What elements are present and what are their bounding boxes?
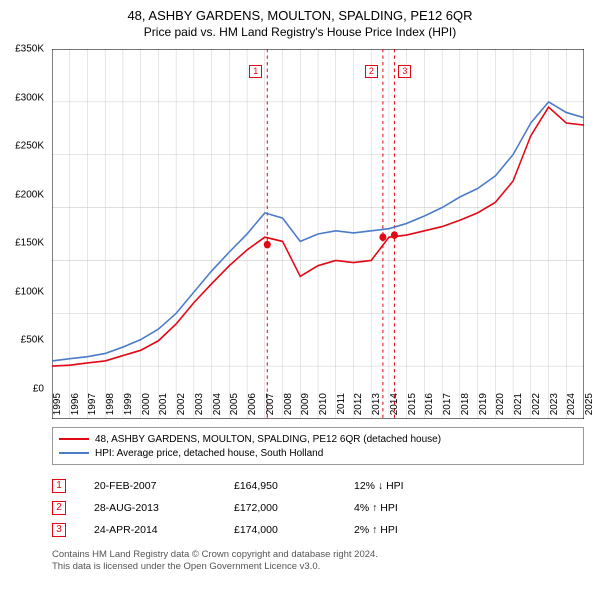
- x-tick-label: 2022: [531, 393, 542, 415]
- x-tick-label: 2021: [513, 393, 524, 415]
- legend-label: HPI: Average price, detached house, Sout…: [95, 448, 323, 459]
- y-tick-label: £250K: [15, 141, 44, 152]
- event-badge-2: 2: [365, 65, 378, 78]
- x-tick-label: 2013: [371, 393, 382, 415]
- x-tick-label: 2003: [194, 393, 205, 415]
- x-tick-label: 2025: [584, 393, 595, 415]
- marker-date: 28-AUG-2013: [94, 502, 234, 514]
- y-tick-label: £350K: [15, 44, 44, 55]
- plot-area: £0£50K£100K£150K£200K£250K£300K£350K 123…: [52, 49, 584, 419]
- marker-pct: 12% ↓ HPI: [354, 480, 454, 492]
- attribution: Contains HM Land Registry data © Crown c…: [52, 549, 584, 573]
- x-tick-label: 1997: [87, 393, 98, 415]
- x-tick-label: 2007: [265, 393, 276, 415]
- plot-svg: [52, 49, 584, 419]
- x-tick-label: 2020: [495, 393, 506, 415]
- x-tick-label: 2001: [158, 393, 169, 415]
- x-tick-label: 2023: [549, 393, 560, 415]
- y-tick-label: £0: [33, 384, 44, 395]
- event-badge-3: 3: [398, 65, 411, 78]
- chart-container: 48, ASHBY GARDENS, MOULTON, SPALDING, PE…: [8, 8, 592, 573]
- x-tick-label: 2017: [442, 393, 453, 415]
- y-axis: £0£50K£100K£150K£200K£250K£300K£350K: [8, 49, 48, 389]
- x-tick-label: 2002: [176, 393, 187, 415]
- x-tick-label: 1996: [70, 393, 81, 415]
- x-tick-label: 2006: [247, 393, 258, 415]
- attribution-line1: Contains HM Land Registry data © Crown c…: [52, 549, 584, 561]
- legend-label: 48, ASHBY GARDENS, MOULTON, SPALDING, PE…: [95, 434, 441, 445]
- y-tick-label: £150K: [15, 238, 44, 249]
- x-tick-label: 1998: [105, 393, 116, 415]
- x-tick-label: 2004: [212, 393, 223, 415]
- title-block: 48, ASHBY GARDENS, MOULTON, SPALDING, PE…: [8, 8, 592, 39]
- legend-swatch: [59, 438, 89, 440]
- y-tick-label: £50K: [21, 335, 44, 346]
- x-tick-label: 2008: [283, 393, 294, 415]
- marker-price: £164,950: [234, 480, 354, 492]
- y-tick-label: £300K: [15, 92, 44, 103]
- x-tick-label: 2019: [478, 393, 489, 415]
- x-tick-label: 1995: [52, 393, 63, 415]
- x-axis: 1995 1996 1997 1998 1999 2000 2001 2002 2003 2004…: [52, 389, 584, 419]
- x-tick-label: 2016: [424, 393, 435, 415]
- legend-row: HPI: Average price, detached house, Sout…: [59, 446, 577, 460]
- marker-pct: 2% ↑ HPI: [354, 524, 454, 536]
- event-badge-1: 1: [249, 65, 262, 78]
- marker-badge: 2: [52, 501, 66, 515]
- marker-row: 2 28-AUG-2013£172,0004% ↑ HPI: [52, 497, 584, 519]
- x-tick-label: 2005: [229, 393, 240, 415]
- marker-price: £172,000: [234, 502, 354, 514]
- attribution-line2: This data is licensed under the Open Gov…: [52, 561, 584, 573]
- legend-box: 48, ASHBY GARDENS, MOULTON, SPALDING, PE…: [52, 427, 584, 465]
- markers-table: 1 20-FEB-2007£164,95012% ↓ HPI 2 28-AUG-201…: [52, 475, 584, 541]
- legend-swatch: [59, 452, 89, 454]
- title-sub: Price paid vs. HM Land Registry's House …: [8, 25, 592, 39]
- legend-row: 48, ASHBY GARDENS, MOULTON, SPALDING, PE…: [59, 432, 577, 446]
- x-tick-label: 2024: [566, 393, 577, 415]
- y-tick-label: £200K: [15, 189, 44, 200]
- marker-badge: 1: [52, 479, 66, 493]
- x-tick-label: 1999: [123, 393, 134, 415]
- title-main: 48, ASHBY GARDENS, MOULTON, SPALDING, PE…: [8, 8, 592, 23]
- marker-row: 3 24-APR-2014£174,0002% ↑ HPI: [52, 519, 584, 541]
- x-tick-label: 2000: [141, 393, 152, 415]
- x-tick-label: 2014: [389, 393, 400, 415]
- marker-pct: 4% ↑ HPI: [354, 502, 454, 514]
- x-tick-label: 2012: [353, 393, 364, 415]
- marker-row: 1 20-FEB-2007£164,95012% ↓ HPI: [52, 475, 584, 497]
- marker-badge: 3: [52, 523, 66, 537]
- x-tick-label: 2009: [300, 393, 311, 415]
- x-tick-label: 2010: [318, 393, 329, 415]
- x-tick-label: 2018: [460, 393, 471, 415]
- x-tick-label: 2011: [336, 393, 347, 415]
- x-tick-label: 2015: [407, 393, 418, 415]
- marker-date: 20-FEB-2007: [94, 480, 234, 492]
- marker-date: 24-APR-2014: [94, 524, 234, 536]
- marker-price: £174,000: [234, 524, 354, 536]
- y-tick-label: £100K: [15, 286, 44, 297]
